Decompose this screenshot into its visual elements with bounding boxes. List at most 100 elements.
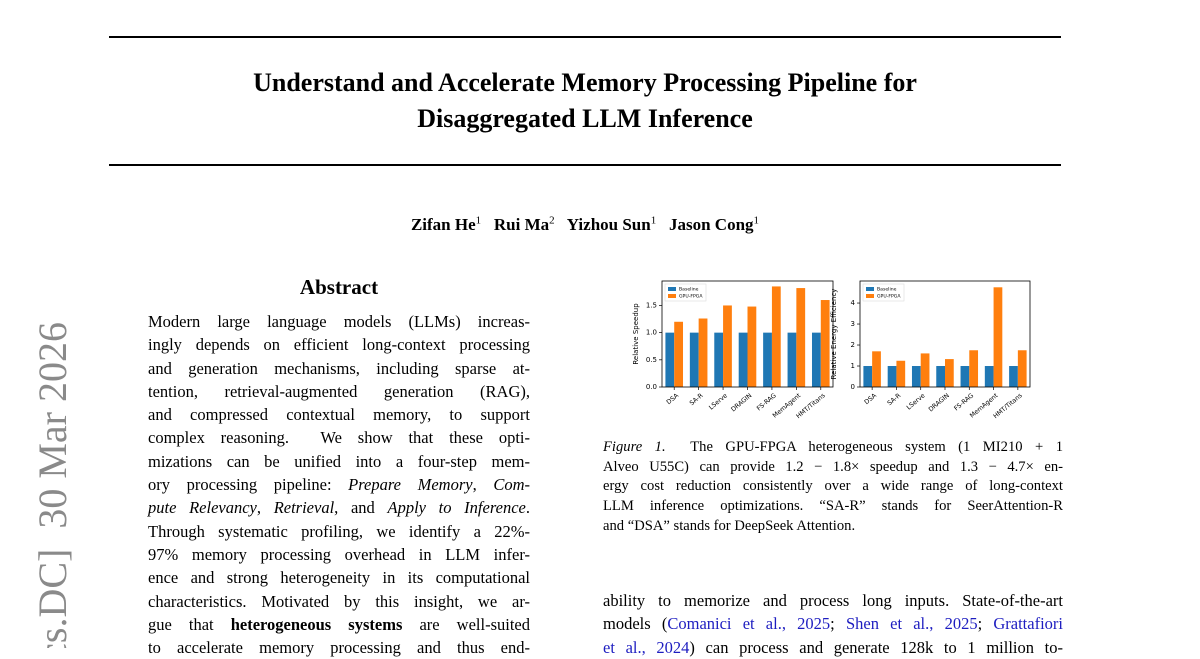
y-tick-label: 0	[851, 383, 855, 391]
bar	[698, 318, 708, 387]
bar	[960, 366, 970, 387]
citation-link[interactable]: Comanici et al., 2025	[667, 614, 831, 634]
figure-caption: Figure 1. The GPU-FPGA heterogeneous sys…	[603, 438, 1063, 536]
text-run: are well-suited	[402, 614, 530, 634]
text-line: ory processing pipeline: Prepare Memory,…	[148, 473, 530, 496]
citation-link[interactable]: Grattafiori	[993, 614, 1063, 634]
x-tick-label: SA-R	[886, 392, 902, 407]
bar	[820, 300, 830, 387]
legend-label: GPU-FPGA	[679, 294, 703, 300]
bar	[945, 359, 954, 387]
y-tick-label: 0.0	[646, 383, 657, 391]
text-line: mizations can be unified into a four-ste…	[148, 450, 530, 473]
x-tick-label: FS-RAG	[756, 392, 778, 412]
legend-label: GPU-FPGA	[877, 294, 901, 300]
paper-title: Understand and Accelerate Memory Process…	[109, 65, 1061, 137]
text-run: and compressed contextual memory, to sup…	[148, 405, 530, 425]
text-run: Com-	[493, 475, 531, 495]
bar	[787, 332, 797, 387]
text-run: ence and strong heterogeneity in its com…	[148, 568, 530, 588]
text-run: .	[525, 498, 530, 518]
bar	[811, 332, 821, 387]
text-line: characteristics. Motivated by this insig…	[148, 590, 530, 613]
bar	[887, 366, 897, 387]
bar	[674, 321, 684, 387]
x-tick-label: MemAgent	[969, 392, 1000, 420]
legend-swatch	[668, 294, 676, 298]
text-line: Alveo U55C) can provide 1.2 − 1.8× speed…	[603, 458, 1063, 478]
text-line: et al., 2024) can process and generate 1…	[603, 636, 1063, 659]
text-line: models (Comanici et al., 2025; Shen et a…	[603, 612, 1063, 635]
legend-swatch	[866, 294, 874, 298]
text-run: Apply to Inference	[387, 498, 526, 518]
x-tick-label: MemAgent	[772, 392, 803, 420]
y-tick-label: 0.5	[646, 356, 657, 364]
bar	[665, 332, 675, 387]
bar	[714, 332, 724, 387]
text-line: and generation mechanisms, including spa…	[148, 357, 530, 380]
y-tick-label: 1	[851, 362, 855, 370]
author-name: Yizhou Sun	[566, 214, 651, 234]
y-tick-label: 1.0	[646, 329, 657, 337]
abstract-heading: Abstract	[299, 275, 379, 299]
text-run: characteristics. Motivated by this insig…	[148, 591, 530, 611]
bar	[920, 353, 930, 387]
text-line: Modern large language models (LLMs) incr…	[148, 310, 530, 333]
text-line: ingly depends on efficient long-context …	[148, 333, 530, 356]
author: Yizhou Sun1	[566, 214, 669, 234]
text-run: Modern large language models (LLMs) incr…	[148, 312, 530, 331]
text-run: models (	[603, 614, 668, 634]
text-run: mizations can be unified into a four-ste…	[148, 451, 530, 471]
text-run: The GPU-FPGA heterogeneous system (1 MI2…	[665, 439, 1063, 455]
text-run: ;	[977, 614, 994, 634]
text-run: Prepare Memory	[348, 475, 473, 495]
bar	[984, 366, 994, 387]
text-run: Retrieval	[273, 498, 335, 518]
bar	[771, 286, 781, 387]
title-line: Understand and Accelerate Memory Process…	[253, 68, 917, 97]
legend-box	[664, 283, 707, 302]
author-name: Jason Cong	[668, 214, 754, 234]
text-run: heterogeneous systems	[230, 614, 403, 634]
citation-link[interactable]: Shen et al., 2025	[845, 614, 978, 634]
y-tick-label: 4	[851, 299, 856, 307]
text-line: ergy cost reduction consistently over a …	[603, 477, 1063, 497]
author-name: Rui Ma	[493, 214, 550, 234]
citation-link[interactable]: et al., 2024	[603, 637, 690, 657]
x-tick-label: SA-R	[689, 392, 705, 407]
author: Jason Cong1	[668, 214, 759, 234]
author-list: Zifan He1 Rui Ma2 Yizhou Sun1 Jason Cong…	[109, 208, 1061, 237]
title-line: Disaggregated LLM Inference	[417, 104, 753, 133]
text-run: Figure 1.	[603, 439, 666, 455]
text-run: and generation mechanisms, including spa…	[148, 358, 530, 378]
bar	[747, 306, 757, 387]
text-line: complex reasoning. We show that these op…	[148, 426, 530, 449]
bar	[911, 366, 921, 387]
affiliation-mark: 2	[549, 214, 555, 226]
text-run: complex reasoning. We show that these op…	[148, 428, 530, 448]
x-tick-label: DRAGIN	[927, 392, 951, 413]
text-run: tention, retrieval-augmented generation …	[148, 381, 530, 401]
plot-frame	[859, 280, 1031, 388]
y-tick-label: 2	[851, 341, 855, 349]
bar	[896, 360, 906, 387]
y-axis-label: Relative Energy Efficiency	[830, 289, 838, 380]
bar	[936, 366, 945, 387]
bar	[689, 332, 699, 387]
text-run: ergy cost reduction consistently over a …	[603, 478, 1063, 495]
text-line: 97% memory processing overhead in LLM in…	[148, 543, 530, 566]
top-rule	[109, 36, 1061, 38]
text-run: Through systematic profiling, we identif…	[148, 521, 530, 541]
text-line: and “DSA” stands for DeepSeek Attention.	[603, 517, 1063, 537]
text-run: ;	[830, 614, 846, 634]
plot-frame	[661, 280, 834, 388]
text-run: , and	[334, 498, 388, 518]
author: Rui Ma2	[493, 214, 567, 234]
y-tick-label: 3	[851, 320, 855, 328]
body-text: ability to memorize and process long inp…	[603, 589, 1063, 659]
text-line: Through systematic profiling, we identif…	[148, 520, 530, 543]
text-run: 97% memory processing overhead in LLM in…	[148, 544, 530, 564]
x-tick-label: DSA	[665, 392, 680, 406]
legend-label: Baseline	[679, 287, 699, 293]
